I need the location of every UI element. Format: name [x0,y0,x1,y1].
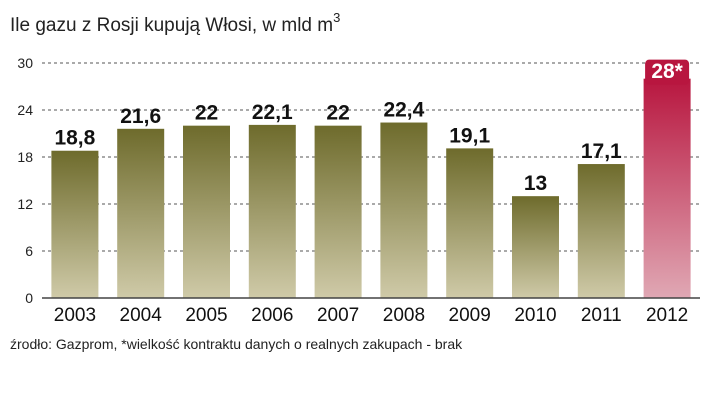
x-tick-label: 2008 [383,305,425,326]
x-tick-label: 2006 [251,305,293,326]
x-tick-label: 2007 [317,305,359,326]
value-label: 22 [326,102,349,125]
value-label: 13 [524,172,547,195]
y-tick-label: 30 [17,55,33,71]
value-label: 21,6 [120,105,161,128]
bar-highlight [643,78,691,299]
x-tick-label: 2009 [449,305,491,326]
bar [248,124,296,298]
bar [314,125,362,299]
x-tick-label: 2005 [185,305,227,326]
value-label: 22,4 [383,99,424,122]
x-tick-label: 2010 [514,305,556,326]
bar [577,164,625,298]
value-label: 18,8 [54,127,95,150]
source-note: źrodło: Gazprom, *wielkość kontraktu dan… [10,336,463,352]
bar [380,122,428,299]
y-tick-label: 12 [17,196,33,212]
value-label: 22 [195,102,218,125]
chart-title: Ile gazu z Rosji kupują Włosi, w mld m3 [10,10,341,36]
bar [51,150,99,298]
x-tick-label: 2004 [120,305,163,326]
bar [512,196,559,298]
bar [446,148,494,298]
x-tick-label: 2003 [54,305,96,326]
value-label: 17,1 [581,140,622,163]
y-tick-label: 6 [25,243,33,259]
y-tick-label: 0 [25,290,33,306]
y-tick-label: 18 [17,149,33,165]
value-label: 22,1 [252,101,293,124]
bar-chart: 18,8 21,6 22 22,1 22 22,4 19,1 13 17,1 28* 0 6 12 18… [17,55,700,326]
bar [183,125,230,299]
y-tick-label: 24 [17,102,33,118]
value-label: 19,1 [449,124,490,147]
x-tick-label: 2012 [646,305,688,326]
bar [117,128,165,298]
highlight-value-badge [645,59,690,85]
x-tick-label: 2011 [581,305,622,326]
value-label: 28* [651,60,683,83]
